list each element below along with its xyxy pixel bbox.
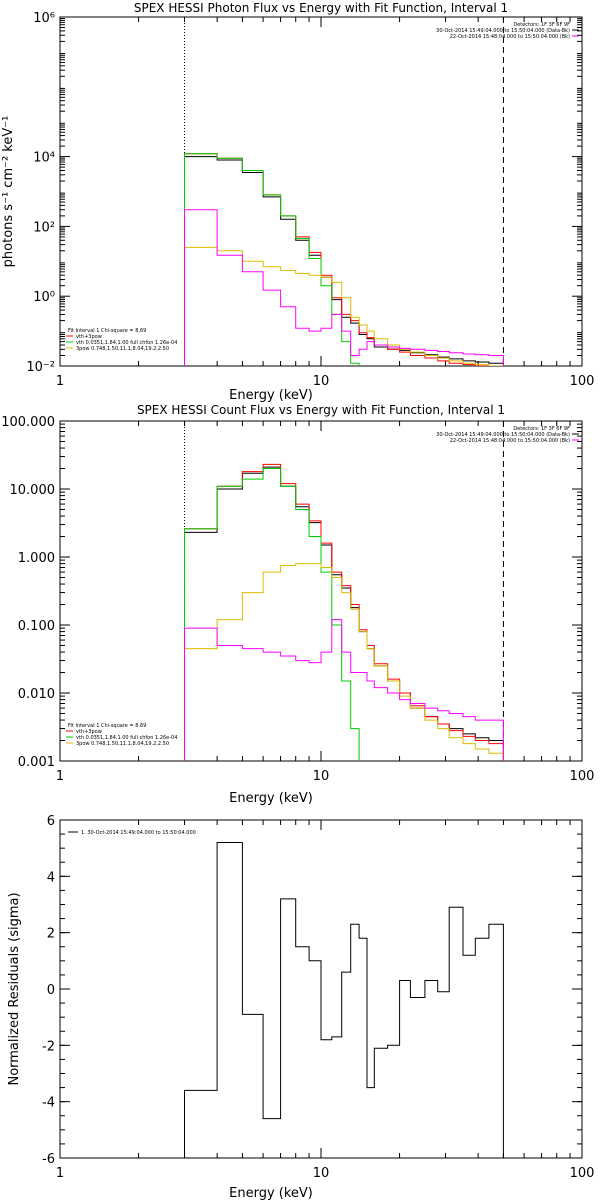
series-line-vth-3pow (184, 153, 490, 366)
legend-entry: 3pow 0.748,1.50,11.1,8.04,19.2,2.50 (76, 346, 169, 352)
y-tick-label: 10⁴ (33, 151, 55, 166)
chart-title: SPEX HESSI Photon Flux vs Energy with Fi… (134, 1, 508, 15)
series-line-data-bk (184, 156, 504, 366)
y-tick-label: 0.100 (18, 619, 55, 634)
y-tick-label: -6 (42, 1152, 55, 1167)
legend-entry: Detectors: 1F 3F 6F 9F (513, 22, 570, 28)
panel-1: SPEX HESSI Photon Flux vs Energy with Fi… (1, 1, 595, 403)
legend-entry: Fit Interval 1 Chi-square = 8.69 (68, 328, 146, 334)
panel-2: SPEX HESSI Count Flux vs Energy with Fit… (1, 403, 595, 806)
y-tick-label: 4 (47, 870, 55, 885)
y-tick-label: 10⁻² (26, 360, 55, 375)
legend-entry: 22-Oct-2014 15:48:04.000 to 15:50:04.000… (450, 438, 570, 444)
x-tick-label: 100 (570, 1166, 595, 1181)
legend-entry: vth+3pow (76, 729, 102, 735)
series-group (184, 842, 504, 1158)
x-axis-label: Energy (keV) (229, 791, 313, 806)
legend: 1. 30-Oct-2014 15:49:04.000 to 15:50:04.… (68, 830, 196, 836)
y-tick-label: 100.000 (1, 415, 55, 430)
x-tick-label: 100 (570, 374, 595, 389)
y-tick-label: -2 (42, 1039, 55, 1054)
x-tick-label: 1 (56, 1166, 64, 1181)
legend-entry: 22-Oct-2014 15:48:04.000 to 15:50:04.000… (450, 34, 570, 40)
y-tick-label: 10.000 (10, 483, 56, 498)
x-tick-label: 100 (570, 769, 595, 784)
y-axis-label: Normalized Residuals (sigma) (7, 892, 22, 1085)
series-line-data-bk (184, 466, 504, 761)
legend-entry: 30-Oct-2014 15:49:04.000 to 15:50:04.000… (436, 28, 570, 34)
series-line-vth (184, 468, 360, 761)
chart-title: SPEX HESSI Count Flux vs Energy with Fit… (137, 403, 505, 417)
legend-entry: 3pow 0.748,1.50,11.1,8.04,19.2,2.50 (76, 741, 169, 747)
legend-entry: Detectors: 1F 3F 6F 9F (513, 426, 570, 432)
legend-entry: vth 0.0351,1.84,1.00 full chfon 1.26e-04 (76, 340, 177, 346)
x-tick-label: 10 (313, 769, 330, 784)
y-axis-label: photons s⁻¹ cm⁻² keV⁻¹ (1, 116, 16, 268)
legend-entry: Fit Interval 1 Chi-square = 8.69 (68, 723, 146, 729)
y-tick-label: 10² (33, 220, 55, 235)
y-tick-label: 10⁰ (33, 290, 55, 305)
y-tick-label: 0 (47, 983, 55, 998)
legend-entry: 30-Oct-2014 15:49:04.000 to 15:50:04.000… (436, 432, 570, 438)
series-line-vth-3pow (184, 463, 504, 761)
y-tick-label: 1.000 (18, 551, 55, 566)
series-line-3pow (184, 563, 504, 761)
legend-entry: 1. 30-Oct-2014 15:49:04.000 to 15:50:04.… (81, 830, 196, 836)
legend-entry: vth 0.0351,1.84,1.00 full chfon 1.26e-04 (76, 735, 177, 741)
x-tick-label: 10 (313, 374, 330, 389)
panel-3: 1 10 100 -6 -4 -2 0 2 4 6 Energy (keV) Normalized R… (7, 814, 594, 1200)
series-line-bk (184, 619, 504, 761)
y-tick-label: 0.010 (18, 687, 55, 702)
series-group (184, 463, 504, 761)
y-tick-label: 10⁶ (33, 11, 55, 26)
y-tick-label: 6 (47, 814, 55, 829)
x-axis-label: Energy (keV) (229, 1186, 313, 1200)
y-tick-label: 0.001 (18, 755, 55, 770)
series-line-residuals (184, 842, 504, 1158)
legend-entry: vth+3pow (76, 334, 102, 340)
y-tick-label: -4 (42, 1096, 55, 1111)
x-tick-label: 10 (313, 1166, 330, 1181)
series-line-vth (184, 153, 360, 366)
series-line-bk (184, 209, 504, 366)
x-axis-label: Energy (keV) (229, 388, 313, 403)
y-tick-label: 2 (47, 927, 55, 942)
x-tick-label: 1 (56, 374, 64, 389)
series-group (184, 153, 504, 366)
x-tick-label: 1 (56, 769, 64, 784)
series-line-3pow (184, 246, 504, 366)
